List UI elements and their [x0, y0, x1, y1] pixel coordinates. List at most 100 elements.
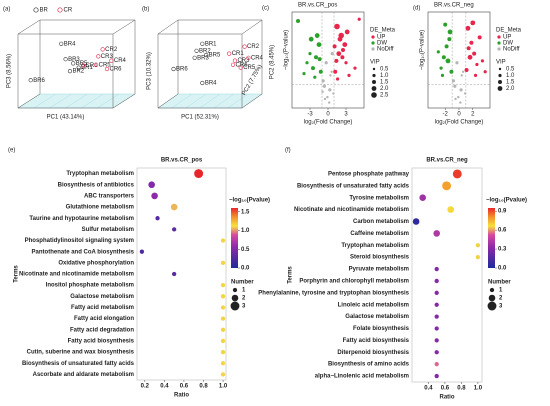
bubble-panel: (e) BR.vs.CR_pos Tryptophan metabolism Bios… [8, 148, 270, 399]
volcano-point [296, 19, 300, 24]
volcano-point [467, 54, 473, 60]
volcano-point [311, 66, 315, 71]
volcano-point [451, 79, 456, 83]
colorbar-title: −log₁₀(Pvalue) [229, 198, 270, 204]
panel-label: (f) [285, 148, 291, 154]
volcano-point [330, 70, 333, 73]
volcano-panel: (c) BR.vs.CR_pos -3 0 3 log₂(Fold Change) −log… [262, 3, 396, 126]
pca-point [171, 66, 176, 72]
pca-box-edge [112, 93, 136, 109]
volcano-point [336, 77, 340, 81]
pca-panel: (a)BR4BR3BR5BR2BR1BR6BRCR1CR2CR3CR4CR5CR… [3, 7, 276, 121]
bubble [220, 260, 226, 265]
size-legend-symbol [372, 67, 376, 71]
colorbar-label: 0.9 [498, 209, 507, 215]
x-tick-label: 1.0 [219, 384, 228, 390]
legend-title: DE_Meta [496, 28, 522, 34]
size-legend-symbol [230, 301, 240, 311]
bubble [220, 338, 226, 344]
size-legend-label: 0.5 [506, 67, 515, 73]
legend-label: BR [40, 8, 49, 14]
size-legend-label: 1.5 [506, 80, 515, 86]
legend-label: CR [64, 8, 73, 14]
chart-title: BR.vs.CR_pos [161, 158, 203, 164]
volcano-point [449, 69, 454, 74]
panel-label: (a) [3, 7, 10, 13]
volcano-point [347, 73, 351, 77]
volcano-point [344, 29, 350, 35]
pca-floor-grid [185, 93, 207, 109]
pca-point [94, 62, 99, 67]
bubble [434, 266, 439, 272]
point-label: CR2 [247, 44, 260, 50]
legend-symbol [57, 7, 63, 13]
pca-floor-grid [171, 93, 193, 109]
y-tick-label: ABC transporters [84, 193, 135, 199]
volcano-point [470, 20, 476, 26]
size-legend-symbol [232, 287, 238, 293]
bubble [172, 271, 177, 277]
volcano-point [464, 92, 467, 95]
y-tick-label: Cutin, suberine and wax biosynthesis [27, 350, 135, 356]
volcano-point [473, 73, 478, 77]
volcano-point [445, 58, 451, 64]
volcano-point [460, 74, 463, 77]
x-axis-label: PC1 (52.31%) [181, 115, 219, 121]
volcano-point [444, 44, 449, 49]
volcano-point [322, 84, 326, 88]
size-legend-title: VIP [496, 60, 506, 66]
point-label: CR3 [237, 58, 250, 64]
bubble [434, 350, 439, 355]
volcano-point [328, 101, 331, 104]
legend-symbol [497, 41, 501, 45]
y-tick-label: Folate biosynthesis [353, 326, 410, 332]
pca-point [230, 62, 236, 67]
colorbar-label: 0.3 [498, 247, 507, 253]
y-tick-label: Tryptophan metabolism [66, 171, 134, 177]
pca-box-edge [17, 93, 41, 109]
plot-area [427, 11, 491, 109]
pca-box-edge [157, 93, 179, 109]
bubble [434, 338, 439, 343]
pca-point [200, 80, 205, 86]
bubble [419, 194, 427, 202]
x-tick-label: 0.4 [424, 386, 433, 392]
volcano-point [443, 22, 448, 27]
y-axis-label: Terms [14, 265, 20, 283]
point-label: BR1 [205, 41, 217, 47]
volcano-point [324, 61, 328, 65]
pca-floor-grid [213, 93, 235, 109]
y-tick-label: Caffeine metabolism [350, 231, 409, 237]
size-legend-label: 1.0 [380, 73, 389, 79]
bubble [148, 181, 155, 189]
colorbar-label: 0.6 [498, 228, 507, 234]
size-legend-label: 0.5 [380, 67, 389, 73]
size-legend-title: Number [488, 280, 511, 286]
volcano-point [313, 75, 317, 79]
y-tick-label: Fatty acid biosynthesis [343, 338, 410, 344]
x-axis-label: Ratio [440, 395, 455, 401]
size-legend-label: 1 [242, 288, 246, 294]
x-axis-label: Ratio [174, 393, 189, 399]
y-tick-label: Biosynthesis of amino acids [328, 362, 410, 368]
pca-point [227, 51, 232, 56]
size-legend-symbol [371, 92, 377, 98]
y-tick-label: Taurine and hypotaurine metabolism [29, 216, 134, 222]
y-tick-label: Biosynthesis of unsaturated fatty acids [22, 361, 135, 367]
volcano-point [344, 61, 348, 65]
y-axis-label: Terms [288, 266, 294, 284]
y-tick-label: Linoleic acid metabolism [338, 302, 409, 308]
volcano-point [440, 73, 445, 77]
colorbar [488, 208, 495, 268]
point-label: BR3 [68, 57, 80, 63]
volcano-point [454, 97, 457, 101]
pca-point [242, 44, 247, 49]
point-label: BR6 [176, 67, 188, 73]
y-tick-label: Inositol phosphate metabolism [46, 283, 134, 289]
bubble [434, 290, 439, 295]
y-tick-label: Fatty acid elongation [74, 316, 134, 322]
pca-floor-grid [33, 93, 56, 109]
size-legend-symbol [498, 80, 502, 84]
legend-label: UP [377, 35, 385, 41]
y-tick-label: Diterpenoid biosynthesis [337, 350, 409, 356]
